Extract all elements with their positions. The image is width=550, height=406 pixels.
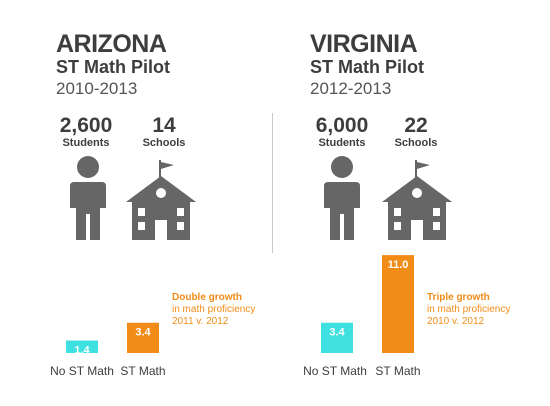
growth-note: Double growth in math proficiency 2011 v… (172, 292, 255, 328)
state-title: ARIZONA (56, 30, 167, 58)
growth-note-title: Double growth (172, 292, 242, 303)
pilot-subtitle: ST Math Pilot (56, 57, 170, 77)
pilot-years: 2010-2013 (56, 79, 138, 98)
growth-note-line1: in math proficiency (172, 304, 256, 315)
virginia-bar-chart: 3.4 11.0 (321, 255, 414, 353)
growth-note-line2: 2011 v. 2012 (172, 316, 229, 327)
arizona-chart: 1.4 3.4 (0, 250, 275, 406)
arizona-bar-chart: 1.4 3.4 (66, 322, 159, 357)
schools-count: 14 (152, 114, 176, 137)
virginia-panel: VIRGINIA ST Math Pilot 2012-2013 6,000 S… (275, 0, 550, 406)
growth-note-line1: in math proficiency (427, 304, 511, 315)
school-icon (382, 160, 452, 240)
state-title: VIRGINIA (310, 30, 418, 58)
students-count: 2,600 (59, 114, 113, 137)
growth-note-line2: 2010 v. 2012 (427, 316, 485, 327)
student-icon (70, 156, 106, 240)
category-label-st-math: ST Math (375, 364, 421, 378)
virginia-chart: 3.4 11.0 (275, 250, 550, 406)
students-label: Students (318, 137, 366, 149)
category-label-no-st-math: No ST Math (50, 364, 114, 378)
bar-value-label: 1.4 (74, 345, 90, 357)
category-label-st-math: ST Math (120, 364, 166, 378)
bar-no-st-math (321, 322, 353, 353)
bar-value-label: 3.4 (329, 327, 345, 339)
student-icon (324, 156, 360, 240)
bar-no-st-math (66, 340, 98, 353)
category-label-no-st-math: No ST Math (303, 364, 367, 378)
bar-value-label: 11.0 (388, 259, 409, 271)
schools-label: Schools (142, 137, 186, 149)
students-count: 6,000 (315, 114, 369, 137)
bar-value-label: 3.4 (135, 327, 151, 339)
pilot-subtitle: ST Math Pilot (310, 57, 424, 77)
schools-label: Schools (394, 137, 438, 149)
growth-note-title: Triple growth (427, 292, 490, 303)
bar-st-math (382, 255, 414, 353)
school-icon (126, 160, 196, 240)
growth-note: Triple growth in math proficiency 2010 v… (427, 292, 510, 328)
arizona-panel: ARIZONA ST Math Pilot 2010-2013 2,600 St… (0, 30, 275, 406)
pilot-years: 2012-2013 (310, 79, 392, 98)
bar-st-math (127, 322, 159, 353)
students-label: Students (62, 137, 110, 149)
panel-divider (272, 113, 273, 253)
schools-count: 22 (404, 114, 428, 137)
